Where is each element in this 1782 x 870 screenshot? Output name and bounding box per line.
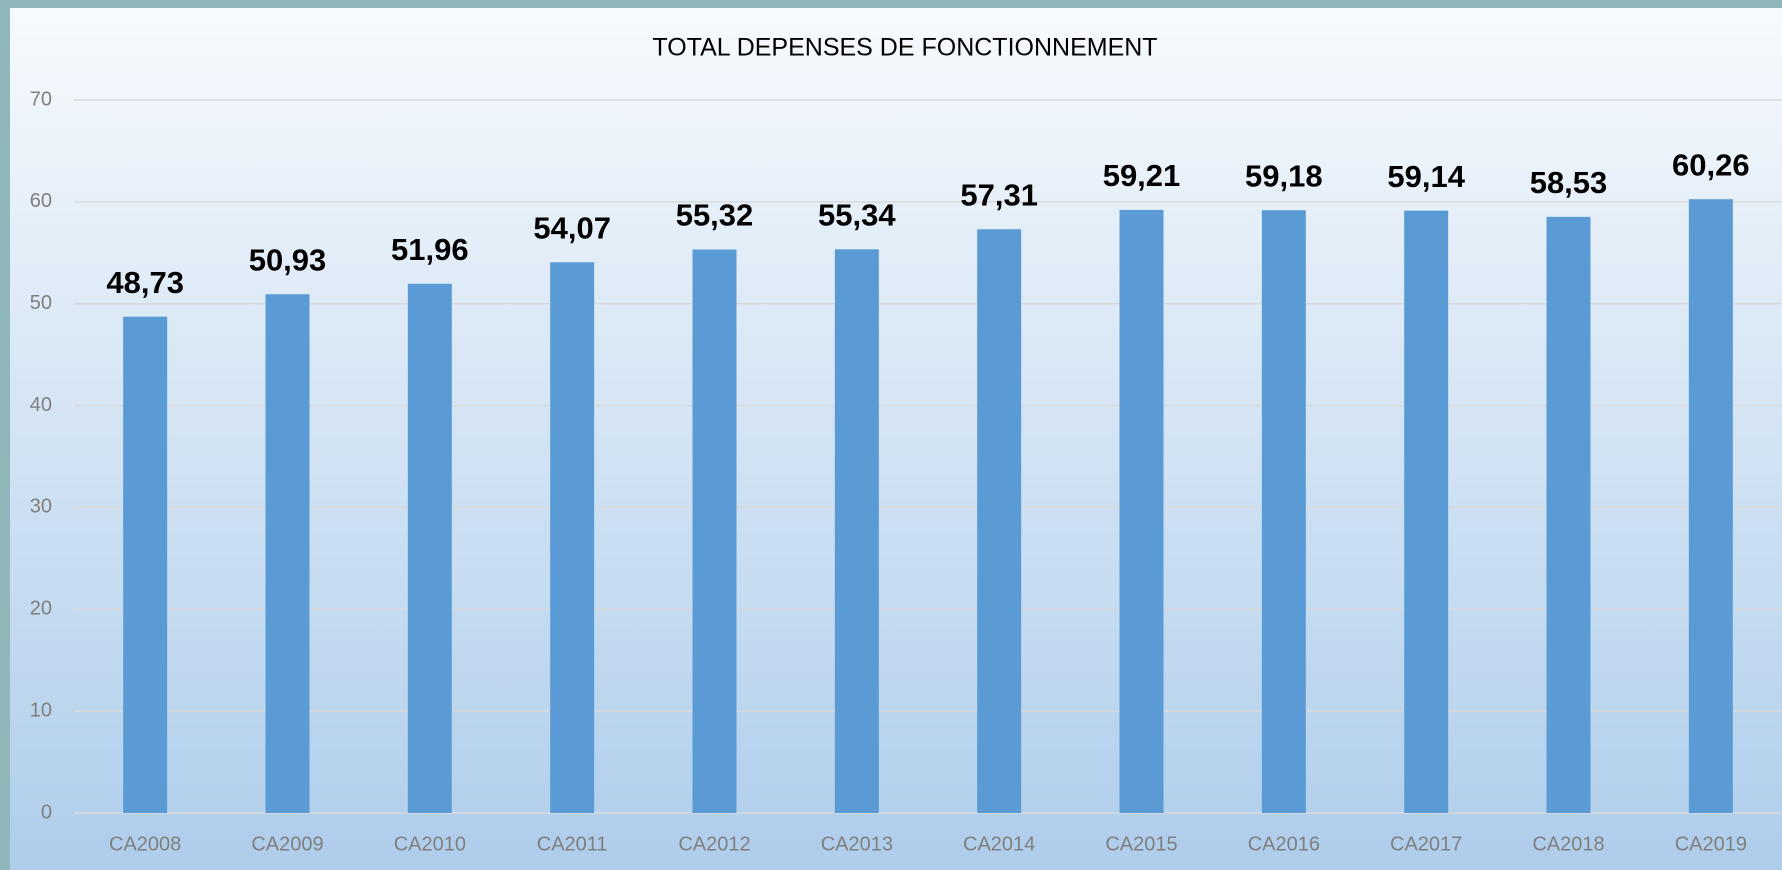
x-tick-label: CA2015 (1105, 833, 1177, 855)
x-tick-label: CA2008 (109, 833, 181, 855)
y-tick-label: 10 (30, 699, 52, 721)
x-tick-label: CA2011 (537, 833, 608, 855)
value-label: 57,31 (960, 177, 1038, 212)
value-label: 54,07 (533, 210, 611, 245)
value-label: 59,21 (1103, 158, 1181, 193)
value-label: 60,26 (1672, 147, 1750, 182)
value-label: 48,73 (106, 265, 184, 300)
bar (1261, 210, 1306, 814)
x-tick-label: CA2014 (963, 833, 1035, 855)
y-tick-label: 60 (30, 190, 52, 212)
x-tick-label: CA2016 (1248, 833, 1320, 855)
y-tick-label: 40 (30, 394, 52, 416)
x-tick-label: CA2017 (1390, 833, 1462, 855)
value-label: 50,93 (249, 242, 327, 277)
y-tick-label: 30 (30, 496, 52, 518)
bar (1404, 210, 1449, 814)
x-tick-label: CA2009 (251, 833, 323, 855)
value-label: 51,96 (391, 232, 469, 267)
x-tick-label: CA2019 (1675, 833, 1747, 855)
bar (834, 249, 879, 813)
y-tick-label: 50 (30, 292, 52, 314)
x-tick-label: CA2010 (394, 833, 466, 855)
bar (1546, 216, 1591, 813)
bar (1119, 209, 1164, 813)
bar (1688, 199, 1733, 813)
value-label: 55,34 (818, 198, 896, 233)
value-label: 59,18 (1245, 158, 1323, 193)
bar (550, 262, 595, 813)
bar (407, 283, 452, 814)
chart-title: TOTAL DEPENSES DE FONCTIONNEMENT (652, 34, 1157, 62)
value-label: 59,14 (1387, 159, 1465, 194)
x-tick-label: CA2013 (821, 833, 893, 855)
bar (265, 294, 310, 813)
y-tick-label: 70 (30, 88, 52, 110)
value-label: 55,32 (676, 198, 754, 233)
bar (977, 229, 1022, 813)
y-tick-label: 0 (41, 801, 52, 823)
bar (123, 316, 168, 813)
x-tick-label: CA2012 (678, 833, 750, 855)
y-tick-label: 20 (30, 598, 52, 620)
value-label: 58,53 (1530, 165, 1608, 200)
bar (692, 249, 737, 813)
x-tick-label: CA2018 (1532, 833, 1604, 855)
